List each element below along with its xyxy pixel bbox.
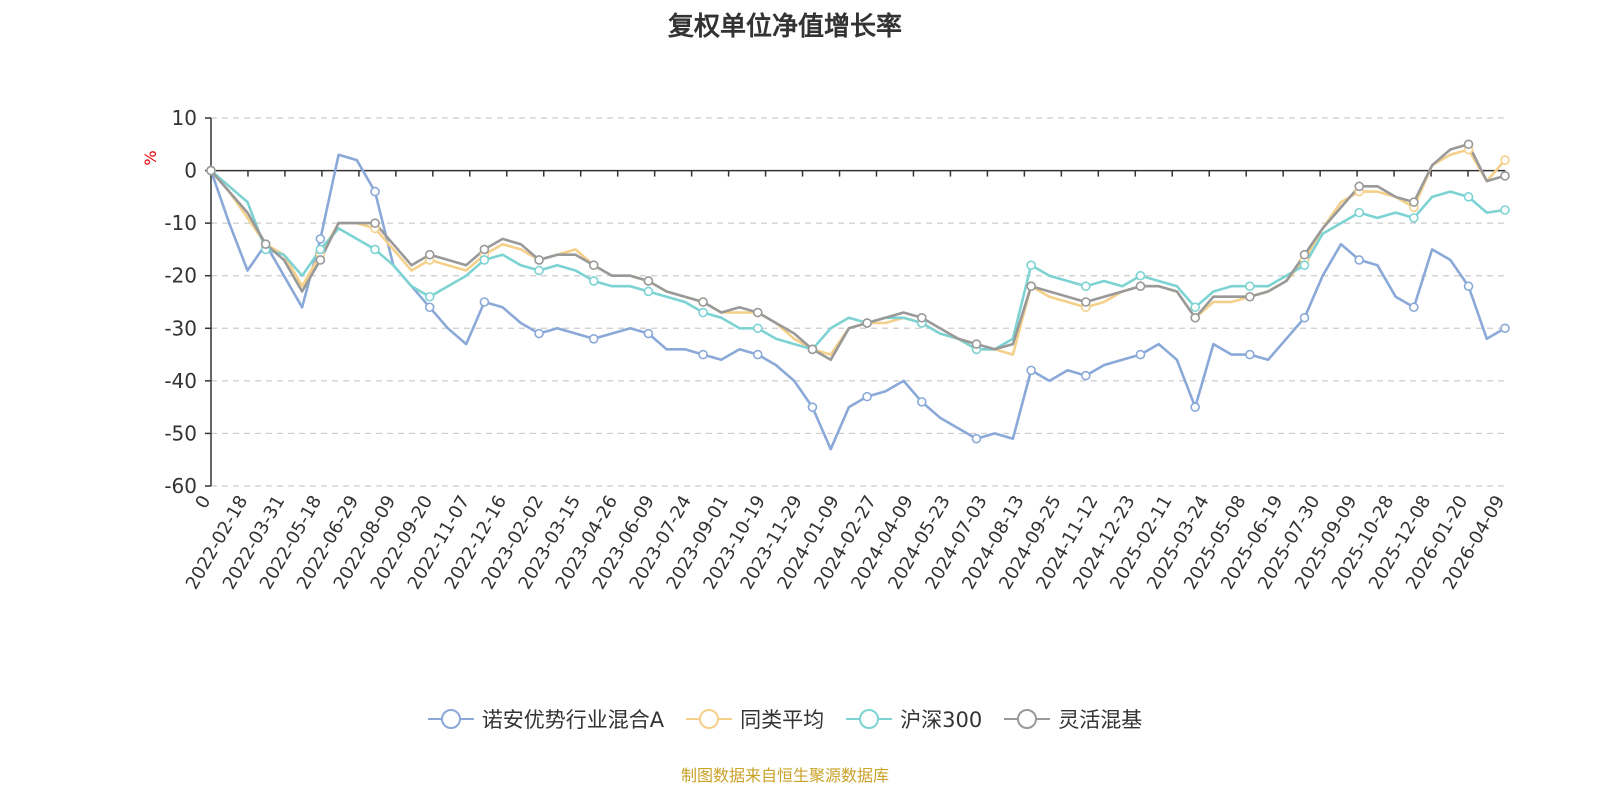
legend-item-fund[interactable]: 诺安优势行业混合A	[427, 704, 665, 734]
series-point-0	[479, 297, 490, 307]
y-tick-label: 10	[172, 106, 197, 130]
y-tick-label: -20	[164, 264, 197, 288]
series-point-2	[752, 323, 763, 334]
series-point-3	[643, 276, 654, 286]
series-point-0	[1299, 312, 1310, 323]
series-point-3	[971, 339, 982, 349]
series-point-0	[752, 349, 763, 360]
series-point-0	[1135, 349, 1146, 360]
series-point-0	[807, 402, 818, 412]
series-point-3	[1135, 281, 1146, 292]
series-point-3	[370, 218, 380, 228]
series-point-2	[1409, 213, 1419, 223]
legend: 诺安优势行业混合A 同类平均 沪深300 灵活混基	[0, 704, 1570, 734]
x-tick-label: 0	[191, 492, 215, 512]
y-axis-unit-label: %	[141, 150, 160, 165]
series-point-0	[1500, 323, 1510, 334]
series-point-0	[370, 186, 380, 197]
series-point-2	[1463, 192, 1474, 202]
series-point-0	[534, 328, 544, 339]
series-point-3	[752, 307, 763, 318]
series-point-3	[1409, 197, 1419, 207]
y-tick-label: 0	[184, 159, 197, 183]
series-point-0	[588, 333, 599, 344]
legend-marker-flexible-mixed	[1004, 709, 1051, 729]
series-point-3	[1026, 281, 1036, 292]
series-point-0	[971, 433, 982, 444]
series-point-2	[1500, 205, 1510, 215]
series-point-0	[1409, 302, 1419, 313]
series-point-2	[588, 276, 599, 286]
series-point-2	[698, 307, 708, 318]
series-point-0	[1026, 365, 1036, 376]
legend-item-csi300[interactable]: 沪深300	[846, 704, 982, 734]
series-point-3	[862, 318, 872, 328]
legend-label-fund: 诺安优势行业混合A	[481, 708, 665, 732]
series-point-3	[807, 344, 818, 355]
series-point-3	[698, 297, 708, 307]
series-point-3	[315, 255, 326, 265]
series-point-3	[424, 249, 435, 260]
legend-item-peer-average[interactable]: 同类平均	[686, 704, 824, 734]
series-point-3	[1299, 249, 1310, 260]
series-point-2	[1245, 281, 1255, 292]
series-point-0	[1190, 402, 1200, 412]
series-point-0	[1354, 255, 1364, 265]
chart-plot-area: 100-10-20-30-40-50-60%02022-02-182022-03…	[141, 106, 1510, 593]
legend-label-flexible-mixed: 灵活混基	[1058, 708, 1143, 732]
chart-title: 复权单位净值增长率	[667, 12, 902, 42]
series-point-3	[588, 260, 599, 271]
series-point-0	[315, 234, 326, 244]
y-tick-label: -60	[164, 474, 197, 498]
series-point-1	[1500, 155, 1510, 165]
series-point-2	[1354, 207, 1364, 218]
series-point-0	[698, 349, 708, 360]
legend-marker-csi300	[846, 709, 893, 729]
series-point-2	[315, 244, 326, 255]
series-line-2	[210, 169, 1506, 351]
y-tick-label: -50	[164, 421, 197, 445]
series-point-2	[643, 286, 654, 297]
series-point-3	[534, 255, 544, 265]
legend-marker-peer-average	[686, 709, 733, 729]
series-point-3	[916, 312, 927, 323]
series-point-0	[1081, 370, 1091, 381]
series-point-0	[1245, 349, 1255, 360]
series-point-3	[206, 165, 216, 176]
series-point-2	[1299, 260, 1310, 271]
series-point-2	[1081, 281, 1091, 292]
series-point-0	[643, 328, 654, 339]
series-point-2	[479, 255, 490, 265]
series-point-3	[1190, 312, 1200, 323]
series-point-2	[424, 291, 435, 302]
series-point-3	[479, 244, 490, 255]
series-point-0	[916, 397, 927, 407]
legend-label-peer-average: 同类平均	[740, 708, 825, 732]
data-source-note: 制图数据来自恒生聚源数据库	[680, 766, 889, 785]
series-point-2	[1026, 260, 1036, 271]
series-point-2	[1190, 302, 1200, 313]
series-point-3	[1463, 139, 1474, 150]
series-point-2	[370, 244, 380, 255]
series-line-0	[209, 153, 1506, 451]
legend-marker-fund	[427, 709, 474, 729]
y-tick-label: -40	[164, 369, 197, 393]
series-point-3	[1245, 291, 1255, 302]
series-point-3	[260, 239, 271, 249]
series-point-0	[1463, 281, 1474, 292]
series-point-3	[1500, 171, 1510, 181]
legend-item-flexible-mixed[interactable]: 灵活混基	[1004, 704, 1142, 734]
series-point-3	[1354, 181, 1364, 192]
y-tick-label: -10	[164, 211, 197, 235]
series-point-0	[424, 302, 435, 313]
legend-label-csi300: 沪深300	[900, 708, 983, 732]
y-tick-label: -30	[164, 316, 197, 340]
series-point-2	[534, 265, 544, 276]
series-point-3	[1081, 297, 1091, 307]
series-point-2	[1135, 270, 1146, 281]
series-point-0	[862, 391, 872, 402]
